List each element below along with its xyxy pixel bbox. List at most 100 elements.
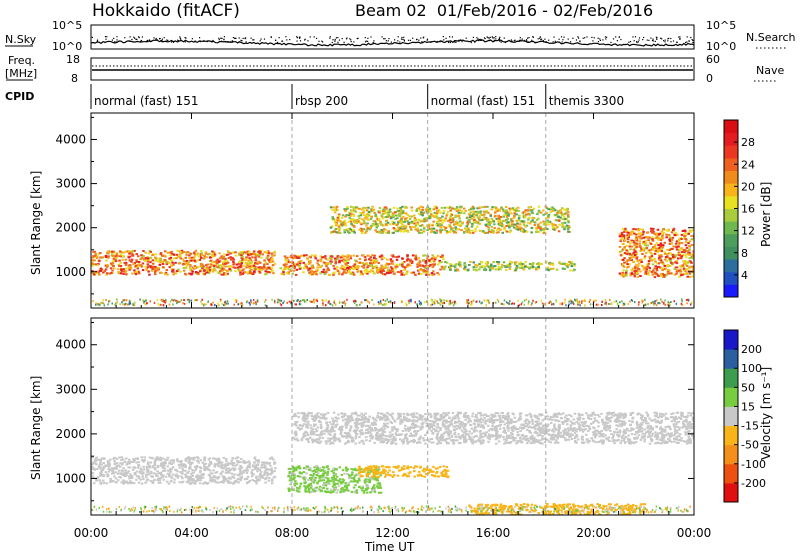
velocity-colorbar-tick: -15 — [741, 420, 759, 433]
freq-label-1: Freq. — [8, 54, 35, 67]
power-colorbar-tick: 4 — [741, 269, 748, 282]
freq-panel: Freq. [MHz] 18 8 60 0 Nave — [5, 53, 784, 85]
xtick-label: 00:00 — [74, 526, 109, 540]
power-colorbar-swatch — [724, 170, 738, 184]
freq-label-2: [MHz] — [5, 67, 37, 80]
velocity-echo-region-2 — [357, 465, 450, 479]
velocity-colorbar-tick: -100 — [741, 458, 766, 471]
xtick-label: 16:00 — [476, 526, 511, 540]
nsky-line — [90, 39, 695, 47]
nave-tick-top: 60 — [706, 53, 720, 66]
power-colorbar-swatch — [724, 246, 738, 260]
xtick-label: 20:00 — [576, 526, 611, 540]
velocity-colorbar-swatch — [724, 482, 738, 503]
velocity-colorbar-tick: 200 — [741, 343, 762, 356]
power-near-range-scatter — [92, 298, 694, 307]
power-ytick-label: 4000 — [55, 132, 86, 146]
power-ylabel: Slant Range [km] — [29, 171, 43, 275]
velocity-echo-region-3 — [292, 411, 694, 445]
cpid-segment: themis 3300 — [545, 84, 624, 109]
power-colorbar: 28 24 20 16 12 8 4 — [723, 119, 755, 298]
power-ytick-label: 3000 — [55, 177, 86, 191]
velocity-echo-region-0 — [91, 456, 277, 485]
velocity-colorbar-tick: 50 — [741, 381, 755, 394]
nsky-label: N.Sky — [5, 33, 37, 46]
power-echo-region-2 — [442, 260, 576, 272]
velocity-colorbar-swatch — [724, 349, 738, 369]
power-colorbar-swatch — [724, 259, 738, 273]
xtick-label: 08:00 — [275, 526, 310, 540]
velocity-colorbar-swatch — [724, 406, 738, 426]
power-colorbar-swatch — [724, 208, 738, 222]
cpid-segment: normal (fast) 151 — [427, 84, 535, 109]
velocity-colorbar-swatch — [724, 444, 738, 465]
freq-tick-top: 18 — [66, 53, 80, 66]
power-colorbar-tick: 20 — [741, 180, 755, 193]
power-colorbar-swatch — [724, 271, 738, 285]
velocity-colorbar-tick: -200 — [741, 477, 766, 490]
beam-date-title: Beam 02 01/Feb/2016 - 02/Feb/2016 — [355, 1, 653, 20]
velocity-ytick-label: 4000 — [55, 338, 86, 352]
power-echo-region-0 — [91, 249, 277, 276]
power-colorbar-tick: 28 — [741, 136, 755, 149]
velocity-ylabel: Slant Range [km] — [29, 376, 43, 480]
power-colorbar-swatch — [724, 157, 738, 171]
power-colorbar-swatch — [724, 120, 738, 134]
power-colorbar-tick: 8 — [741, 247, 748, 260]
cpid-segment-label: normal (fast) 151 — [94, 94, 198, 108]
velocity-colorbar-swatch — [724, 368, 738, 388]
power-cbar-label: Power [dB] — [759, 182, 773, 247]
power-colorbar-swatch — [724, 233, 738, 247]
power-colorbar-tick: 12 — [741, 225, 755, 238]
cpid-segment: rbsp 200 — [291, 84, 348, 109]
cpid-segment: normal (fast) 151 — [90, 84, 198, 109]
velocity-echo-region-1 — [287, 465, 383, 494]
power-colorbar-tick: 24 — [741, 158, 755, 171]
cpid-segment-label: themis 3300 — [549, 94, 624, 108]
cpid-segment-label: rbsp 200 — [295, 94, 348, 108]
power-ytick-label: 2000 — [55, 221, 86, 235]
velocity-colorbar-swatch — [724, 425, 738, 446]
xtick-label: 12:00 — [375, 526, 410, 540]
power-colorbar-swatch — [724, 183, 738, 197]
power-echo-region-3 — [329, 205, 571, 235]
velocity-colorbar: 200 100 50 15 -15 -50 -100 -200 — [723, 329, 766, 503]
velocity-panel: 1000 2000 3000 4000 Slant Range [km] 200 100… — [29, 317, 773, 516]
velocity-colorbar-swatch — [724, 387, 738, 407]
power-colorbar-swatch — [724, 195, 738, 209]
nsky-tick-top: 10^5 — [52, 19, 82, 32]
power-colorbar-swatch — [724, 145, 738, 159]
nsearch-tick-top: 10^5 — [706, 19, 736, 32]
velocity-colorbar-tick: 100 — [741, 362, 762, 375]
nsearch-tick-bottom: 10^0 — [706, 40, 736, 53]
nave-tick-bottom: 0 — [706, 72, 713, 85]
velocity-ytick-label: 1000 — [55, 471, 86, 485]
xtick-label: 04:00 — [174, 526, 209, 540]
power-colorbar-tick: 16 — [741, 203, 755, 216]
power-colorbar-swatch — [724, 221, 738, 235]
station-title: Hokkaido (fitACF) — [92, 1, 240, 21]
velocity-colorbar-swatch — [724, 463, 738, 484]
velocity-colorbar-tick: 15 — [741, 400, 755, 413]
power-echo-region-1 — [279, 254, 445, 276]
velocity-colorbar-swatch — [724, 330, 738, 350]
velocity-ytick-label: 2000 — [55, 427, 86, 441]
nsearch-label: N.Search — [746, 31, 796, 44]
xaxis-label: Time UT — [364, 540, 415, 554]
cpid-label: CPID — [5, 90, 34, 103]
velocity-ytick-label: 3000 — [55, 382, 86, 396]
cpid-row: CPID normal (fast) 151 rbsp 200 normal (fa… — [5, 84, 624, 109]
nsky-panel: N.Sky 10^5 10^0 10^5 10^0 N.Search — [5, 19, 796, 53]
power-echo-region-4 — [618, 227, 694, 279]
freq-tick-bottom: 8 — [71, 72, 78, 85]
power-colorbar-swatch — [724, 284, 738, 298]
time-axis: 00:00 04:00 08:00 12:00 16:00 20:00 00:00 — [74, 113, 712, 540]
xtick-label: 00:00 — [677, 526, 712, 540]
power-panel: 1000 2000 3000 4000 Slant Range [km] 28 24 20… — [29, 112, 773, 309]
nsky-tick-bottom: 10^0 — [52, 40, 82, 53]
velocity-colorbar-tick: -50 — [741, 439, 759, 452]
nsky-trace — [90, 36, 695, 47]
velocity-cbar-label: Velocity [m s⁻¹] — [759, 367, 773, 460]
nave-label: Nave — [756, 64, 784, 77]
